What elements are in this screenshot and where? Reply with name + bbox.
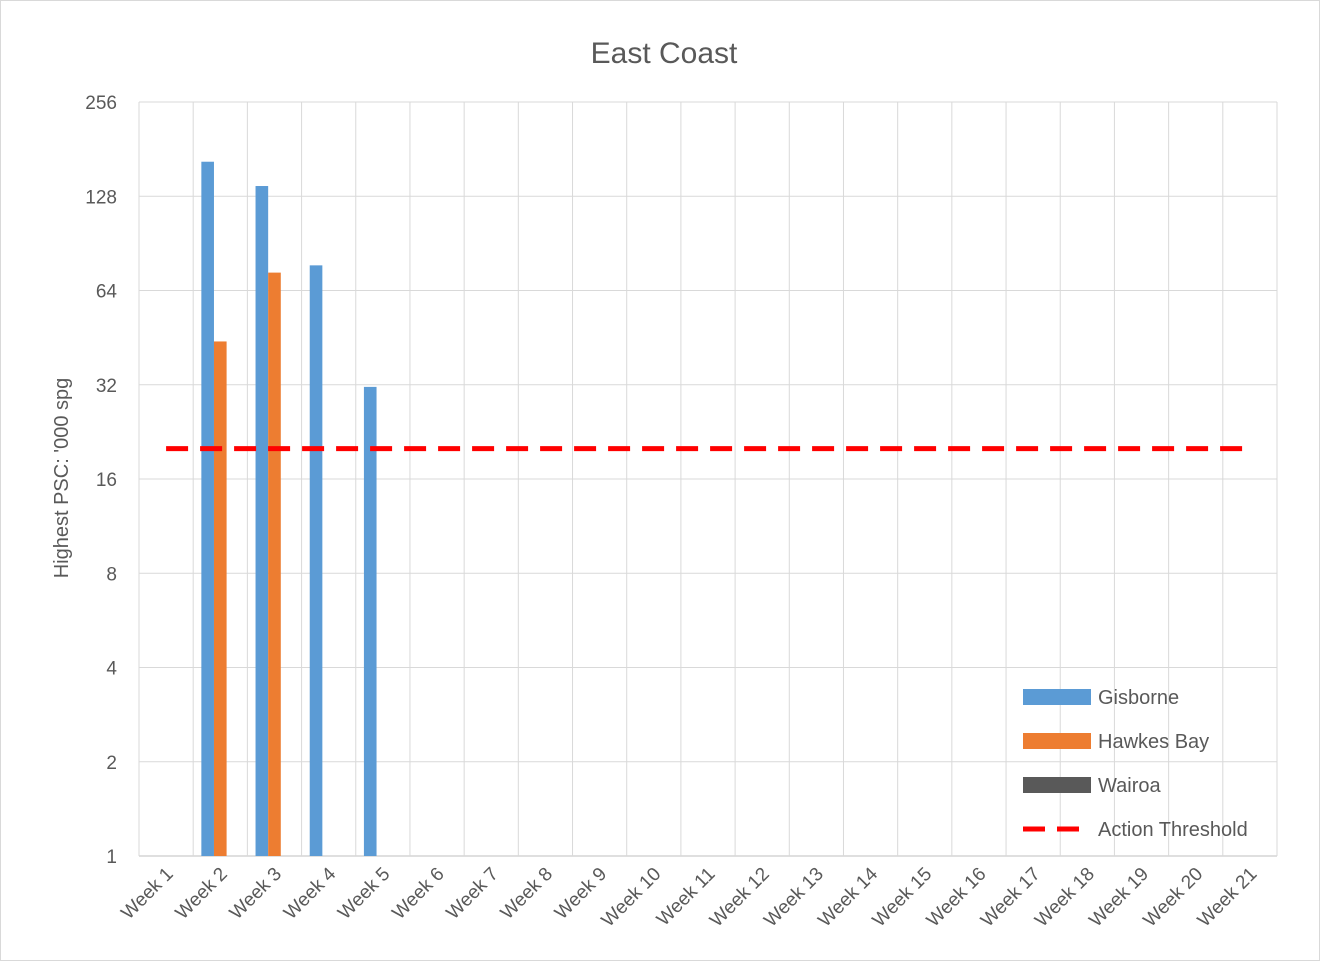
x-tick-label: Week 10 xyxy=(598,864,666,932)
legend-label: Hawkes Bay xyxy=(1098,731,1209,753)
x-tick-label: Week 12 xyxy=(706,864,774,932)
legend-label: Gisborne xyxy=(1098,687,1179,709)
y-tick-label: 32 xyxy=(96,376,117,397)
bar-gisborne xyxy=(201,161,214,857)
y-tick-label: 4 xyxy=(106,659,117,680)
y-tick-labels: 1 2 4 8 16 32 64 128 256 xyxy=(85,93,117,868)
y-tick-label: 128 xyxy=(85,187,117,208)
bars xyxy=(201,161,377,857)
x-tick-label: Week 1 xyxy=(117,864,177,924)
x-tick-label: Week 2 xyxy=(172,864,232,924)
x-tick-label: Week 15 xyxy=(869,864,937,932)
legend-swatch xyxy=(1023,777,1091,793)
x-tick-label: Week 13 xyxy=(760,864,828,932)
x-tick-label: Week 4 xyxy=(280,863,340,923)
bar-gisborne xyxy=(309,265,323,857)
y-tick-label: 1 xyxy=(106,847,117,868)
y-axis-title: Highest PSC: '000 spg xyxy=(51,378,73,579)
legend-swatch xyxy=(1023,733,1091,749)
x-tick-label: Week 21 xyxy=(1194,864,1262,932)
legend-label: Wairoa xyxy=(1098,775,1161,797)
bar-hawkes-bay xyxy=(213,341,227,856)
y-tick-label: 64 xyxy=(96,282,118,303)
x-tick-label: Week 7 xyxy=(443,864,503,924)
bar-gisborne xyxy=(363,386,377,856)
x-tick-label: Week 5 xyxy=(334,864,394,924)
x-tick-label: Week 19 xyxy=(1085,864,1153,932)
x-tick-label: Week 3 xyxy=(226,864,286,924)
y-tick-label: 8 xyxy=(106,564,117,585)
x-tick-label: Week 16 xyxy=(923,864,991,932)
legend-swatch xyxy=(1023,689,1091,705)
gridlines xyxy=(138,101,1278,857)
bar-gisborne xyxy=(255,186,269,856)
chart-title: East Coast xyxy=(591,37,738,70)
x-tick-label: Week 8 xyxy=(497,864,557,924)
x-tick-label: Week 17 xyxy=(977,864,1045,932)
x-tick-label: Week 18 xyxy=(1031,864,1099,932)
y-tick-label: 2 xyxy=(106,753,117,774)
legend-label: Action Threshold xyxy=(1098,819,1248,841)
x-tick-label: Week 20 xyxy=(1140,864,1208,932)
bar-hawkes-bay xyxy=(268,272,281,857)
y-tick-label: 16 xyxy=(96,470,117,491)
y-tick-label: 256 xyxy=(85,93,117,114)
legend: Gisborne Hawkes Bay Wairoa Action Threshold xyxy=(1023,687,1248,841)
x-tick-label: Week 6 xyxy=(388,864,448,924)
